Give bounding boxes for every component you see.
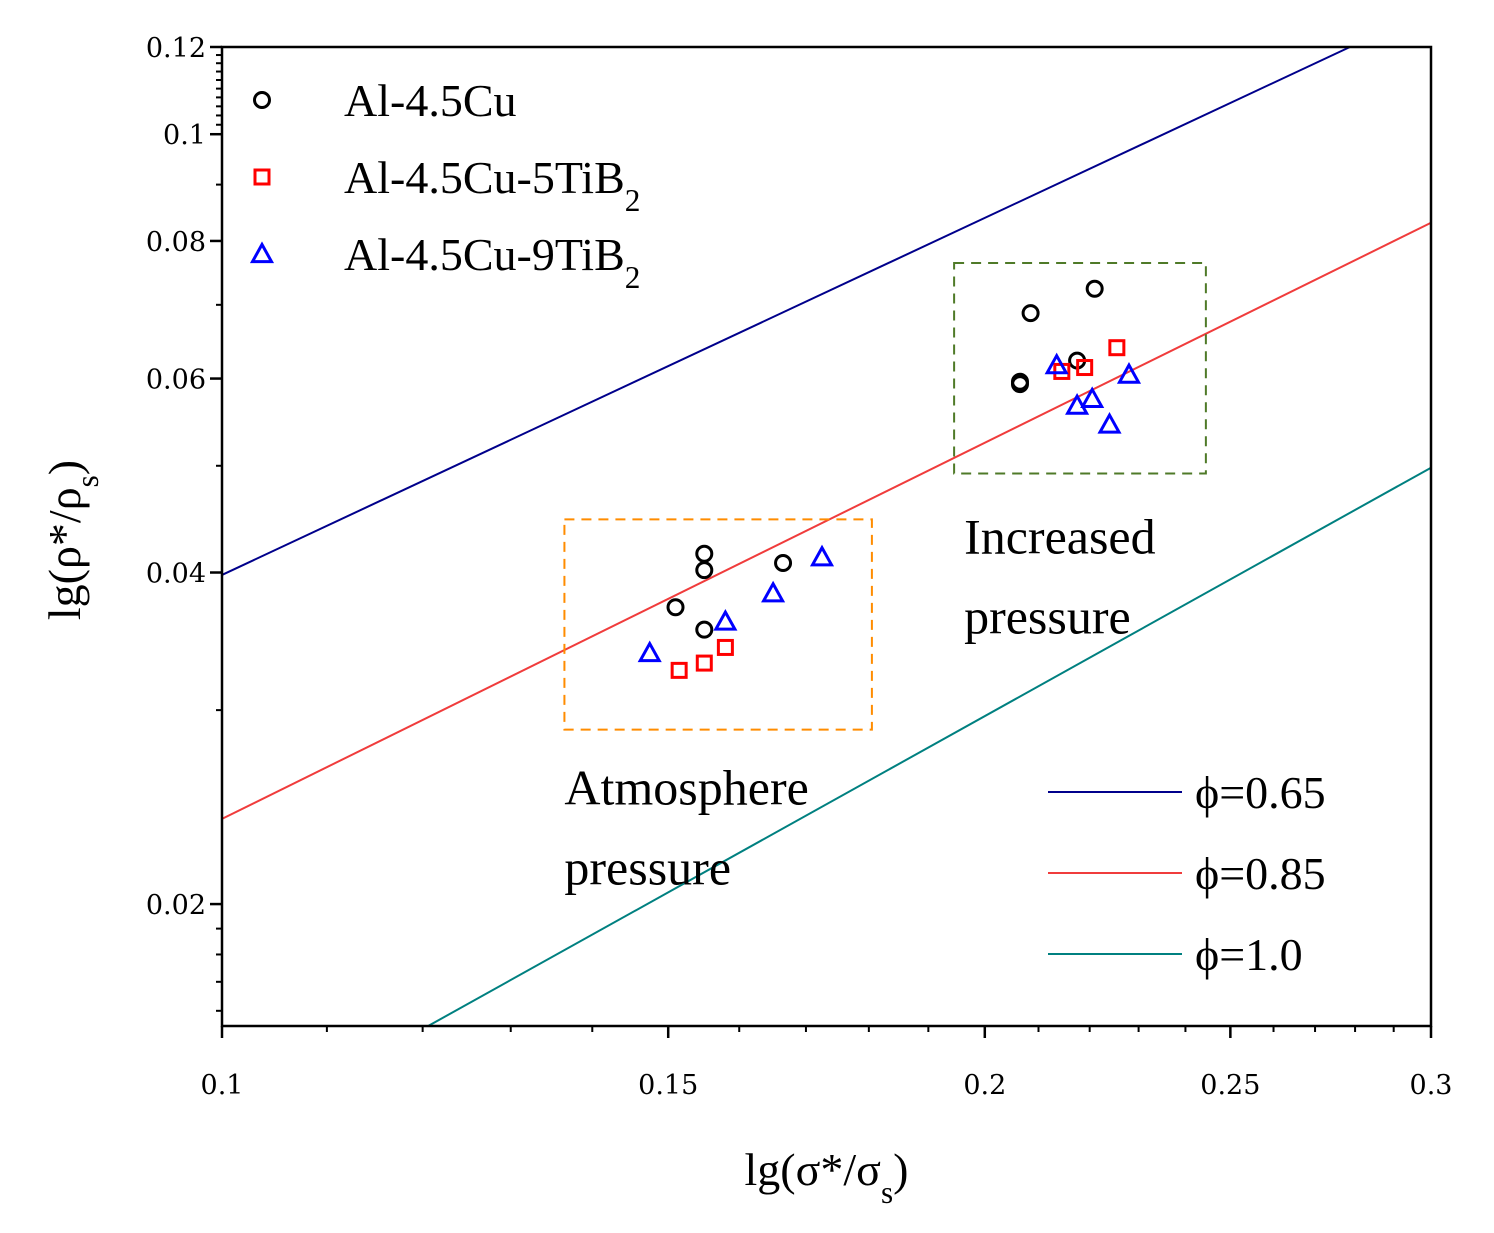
point-s1-4	[1076, 359, 1094, 377]
point-s2-5	[1065, 393, 1090, 415]
y-tick-label-4: 0.1	[163, 120, 206, 151]
y-tick-label-5: 0.12	[146, 33, 206, 64]
annotation-box-0	[953, 261, 1207, 475]
annotation-text-1-line2: pressure	[564, 840, 731, 896]
legend-marker-1	[253, 168, 271, 186]
point-s2-7	[1097, 411, 1122, 434]
point-s2-3	[809, 544, 835, 567]
legend-line-label-1: ϕ=0.85	[1195, 848, 1326, 899]
axes	[220, 45, 1433, 1028]
point-s0-4	[774, 554, 793, 573]
point-s0-7	[1021, 304, 1040, 323]
y-axis-title: lg(ρ*/ρs)	[39, 460, 105, 620]
fit-line-2	[427, 466, 1432, 1027]
point-s1-5	[1108, 339, 1126, 357]
point-s2-8	[1116, 362, 1142, 384]
fit-line-0	[221, 46, 1351, 576]
x-tick-label-2: 0.2	[963, 1070, 1006, 1101]
annotation-box-1	[563, 518, 873, 731]
point-s2-4	[1044, 352, 1069, 375]
annotation-boxes	[563, 261, 1207, 731]
labels: Increased pressure Atmosphere pressure 0.02 0…	[39, 33, 1452, 1210]
x-tick-label-4: 0.3	[1410, 1070, 1453, 1101]
legend-line-label-0: ϕ=0.65	[1195, 767, 1326, 818]
legend-label-2: Al-4.5Cu-9TiB2	[344, 229, 640, 295]
fit-line-1	[221, 221, 1432, 820]
legend-line-label-2: ϕ=1.0	[1195, 929, 1303, 980]
legends: Al-4.5Cu Al-4.5Cu-5TiB2 Al-4.5Cu-9TiB2 ϕ=0.…	[249, 75, 1326, 980]
data-points	[637, 279, 1142, 679]
point-s1-2	[716, 638, 734, 656]
y-tick-label-2: 0.06	[146, 365, 206, 396]
x-tick-label-0: 0.1	[201, 1070, 244, 1101]
annotation-text-0-line2: pressure	[964, 588, 1131, 644]
point-s0-6	[1010, 375, 1029, 394]
point-s0-2	[695, 561, 714, 580]
x-tick-label-3: 0.25	[1200, 1070, 1260, 1101]
ticks	[210, 45, 1433, 1038]
fit-lines	[221, 46, 1432, 1027]
point-s2-1	[713, 608, 738, 631]
y-tick-label-0: 0.02	[146, 890, 206, 921]
annotation-text-0-line1: Increased	[964, 508, 1156, 564]
x-tick-label-1: 0.15	[638, 1070, 698, 1101]
point-s0-3	[695, 620, 714, 639]
y-tick-label-1: 0.04	[146, 559, 206, 590]
point-s0-0	[666, 598, 685, 617]
x-axis-title: lg(σ*/σs)	[745, 1144, 909, 1210]
point-s1-0	[670, 661, 688, 679]
annotation-text-1-line1: Atmosphere	[564, 760, 808, 816]
legend-marker-0	[253, 91, 271, 109]
legend-label-1: Al-4.5Cu-5TiB2	[344, 152, 640, 218]
point-s2-0	[637, 640, 662, 663]
legend-label-0: Al-4.5Cu	[344, 75, 517, 126]
point-s2-2	[761, 580, 786, 603]
y-tick-label-3: 0.08	[146, 227, 206, 258]
point-s2-6	[1080, 386, 1105, 409]
point-s1-1	[695, 654, 713, 672]
plot-frame	[220, 45, 1433, 1028]
point-s0-9	[1085, 279, 1104, 298]
legend-marker-2	[249, 241, 275, 264]
